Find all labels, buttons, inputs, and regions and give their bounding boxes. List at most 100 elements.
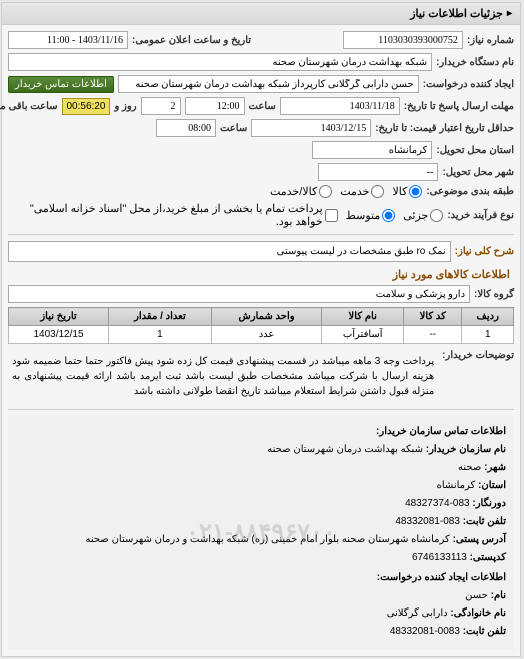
table-header-cell: کد کالا: [405, 308, 463, 326]
creator-label: ایجاد کننده درخواست:: [424, 79, 515, 90]
deadline-send-time-input[interactable]: [186, 97, 246, 115]
row-need-number: شماره نیاز: تاریخ و ساعت اعلان عمومی:: [9, 31, 515, 49]
description-label: توضیحات خریدار:: [443, 350, 515, 361]
table-cell: آسافترآب: [323, 326, 405, 344]
device-name-input[interactable]: [9, 53, 433, 71]
table-header-cell: تعداد / مقدار: [110, 308, 213, 326]
cat-service-label: خدمت: [341, 185, 370, 198]
deadline-send-date-input[interactable]: [281, 97, 401, 115]
table-cell: عدد: [212, 326, 322, 344]
creator-input[interactable]: [119, 75, 420, 93]
row-creator: ایجاد کننده درخواست: اطلاعات تماس خریدار: [9, 75, 515, 93]
need-number-input[interactable]: [344, 31, 464, 49]
table-row: 1--آسافترآبعدد11403/12/15: [10, 326, 515, 344]
contact-postal: کدپستی: 6746133113: [17, 550, 507, 566]
category-radio-group: کالا خدمت کالا/خدمت: [271, 185, 423, 198]
proc-medium-radio[interactable]: [383, 209, 396, 222]
proc-small-label: جزئی: [404, 209, 429, 222]
province-label: استان محل تحویل:: [437, 145, 515, 156]
cat-goods-radio[interactable]: [410, 185, 423, 198]
description-text: پرداخت وجه 3 ماهه میباشد در قسمت پیشنهاد…: [9, 350, 439, 403]
creator-phone: تلفن ثابت: 0083-48332081: [17, 624, 507, 640]
goods-group-input[interactable]: [9, 285, 471, 303]
goods-table: ردیفکد کالانام کالاواحد شمارشتعداد / مقد…: [9, 307, 515, 344]
proc-small-radio[interactable]: [431, 209, 444, 222]
device-name-label: نام دستگاه خریدار:: [437, 57, 515, 68]
city-label: شهر محل تحویل:: [443, 167, 515, 178]
need-title-label: شرح کلی نیاز:: [456, 246, 515, 257]
contact-section: ۰۲۱-۸۸۴۹۶۷۰۰ اطلاعات تماس سازمان خریدار:…: [9, 416, 515, 650]
cat-goods-label: کالا: [393, 185, 408, 198]
cat-goods-item[interactable]: کالا: [393, 185, 423, 198]
table-cell: 1: [463, 326, 515, 344]
table-head: ردیفکد کالانام کالاواحد شمارشتعداد / مقد…: [10, 308, 515, 326]
table-cell: --: [405, 326, 463, 344]
need-title-box: نمک ro طبق مشخصات در لیست پیوستی: [9, 241, 452, 262]
price-deadline-time-input[interactable]: [157, 119, 217, 137]
goods-section-title: اطلاعات کالاهای مورد نیاز: [9, 268, 515, 281]
row-need-title: شرح کلی نیاز: نمک ro طبق مشخصات در لیست …: [9, 241, 515, 262]
table-header-cell: واحد شمارش: [212, 308, 322, 326]
table-cell: 1: [110, 326, 213, 344]
divider: [9, 234, 515, 235]
creator-title: اطلاعات ایجاد کننده درخواست:: [17, 570, 507, 586]
creator-name: نام: حسن: [17, 588, 507, 604]
contact-button[interactable]: اطلاعات تماس خریدار: [9, 76, 115, 93]
main-panel: جزئیات اطلاعات نیاز شماره نیاز: تاریخ و …: [2, 2, 522, 657]
price-deadline-date-input[interactable]: [252, 119, 372, 137]
table-header-cell: تاریخ نیاز: [10, 308, 110, 326]
contact-province: استان: کرمانشاه: [17, 478, 507, 494]
cat-both-radio[interactable]: [320, 185, 333, 198]
row-device-name: نام دستگاه خریدار:: [9, 53, 515, 71]
announce-date-input[interactable]: [9, 31, 129, 49]
proc-note-item[interactable]: پرداخت تمام یا بخشی از مبلغ خرید،از محل …: [9, 202, 339, 228]
proc-medium-item[interactable]: متوسط: [347, 209, 397, 222]
day-value-input[interactable]: [142, 97, 182, 115]
cat-service-radio[interactable]: [372, 185, 385, 198]
cat-both-item[interactable]: کالا/خدمت: [271, 185, 333, 198]
deadline-send-label: مهلت ارسال پاسخ تا تاریخ:: [405, 101, 515, 112]
goods-group-label: گروه کالا:: [475, 289, 515, 300]
table-header-cell: ردیف: [463, 308, 515, 326]
creator-family: نام خانوادگی: دارابی گرگلانی: [17, 606, 507, 622]
row-description: توضیحات خریدار: پرداخت وجه 3 ماهه میباشد…: [9, 350, 515, 403]
announce-date-label: تاریخ و ساعت اعلان عمومی:: [133, 35, 252, 46]
cat-service-item[interactable]: خدمت: [341, 185, 385, 198]
panel-body: شماره نیاز: تاریخ و ساعت اعلان عمومی: نا…: [3, 25, 521, 656]
price-deadline-label: حداقل تاریخ اعتبار قیمت: تا تاریخ:: [376, 123, 515, 134]
province-input[interactable]: [313, 141, 433, 159]
process-radio-group: جزئی متوسط پرداخت تمام یا بخشی از مبلغ خ…: [9, 202, 444, 228]
panel-title: جزئیات اطلاعات نیاز: [411, 7, 504, 20]
price-deadline-time-label: ساعت: [221, 123, 248, 134]
proc-medium-label: متوسط: [347, 209, 382, 222]
need-number-label: شماره نیاز:: [468, 35, 515, 46]
deadline-send-time-label: ساعت: [250, 101, 277, 112]
row-province: استان محل تحویل:: [9, 141, 515, 159]
proc-small-item[interactable]: جزئی: [404, 209, 444, 222]
cat-both-label: کالا/خدمت: [271, 185, 318, 198]
day-label: روز و: [115, 101, 137, 112]
contact-title: اطلاعات تماس سازمان خریدار:: [17, 424, 507, 440]
row-goods-group: گروه کالا:: [9, 285, 515, 303]
process-label: نوع فرآیند خرید:: [448, 210, 515, 221]
divider-2: [9, 409, 515, 410]
proc-note-label: پرداخت تمام یا بخشی از مبلغ خرید،از محل …: [9, 202, 324, 228]
contact-phone: تلفن ثابت: 083-48332081: [17, 514, 507, 530]
contact-city: شهر: صحنه: [17, 460, 507, 476]
remaining-time: 00:56:20: [63, 98, 112, 115]
table-cell: 1403/12/15: [10, 326, 110, 344]
contact-org: نام سازمان خریدار: شبکه بهداشت درمان شهر…: [17, 442, 507, 458]
category-label: طبقه بندی موضوعی:: [427, 186, 515, 197]
contact-address: آدرس پستی: کرمانشاه شهرستان صحنه بلوار ا…: [17, 532, 507, 548]
row-process: نوع فرآیند خرید: جزئی متوسط پرداخت تمام …: [9, 202, 515, 228]
city-input[interactable]: [319, 163, 439, 181]
row-deadline-send: مهلت ارسال پاسخ تا تاریخ: ساعت روز و 00:…: [9, 97, 515, 115]
table-header-cell: نام کالا: [323, 308, 405, 326]
proc-note-checkbox[interactable]: [326, 209, 339, 222]
row-category: طبقه بندی موضوعی: کالا خدمت کالا/خدمت: [9, 185, 515, 198]
row-city: شهر محل تحویل:: [9, 163, 515, 181]
panel-header: جزئیات اطلاعات نیاز: [3, 3, 521, 25]
remaining-label: ساعت باقی مانده: [0, 101, 59, 112]
row-price-deadline: حداقل تاریخ اعتبار قیمت: تا تاریخ: ساعت: [9, 119, 515, 137]
contact-fax: دورنگار: 083-48327374: [17, 496, 507, 512]
